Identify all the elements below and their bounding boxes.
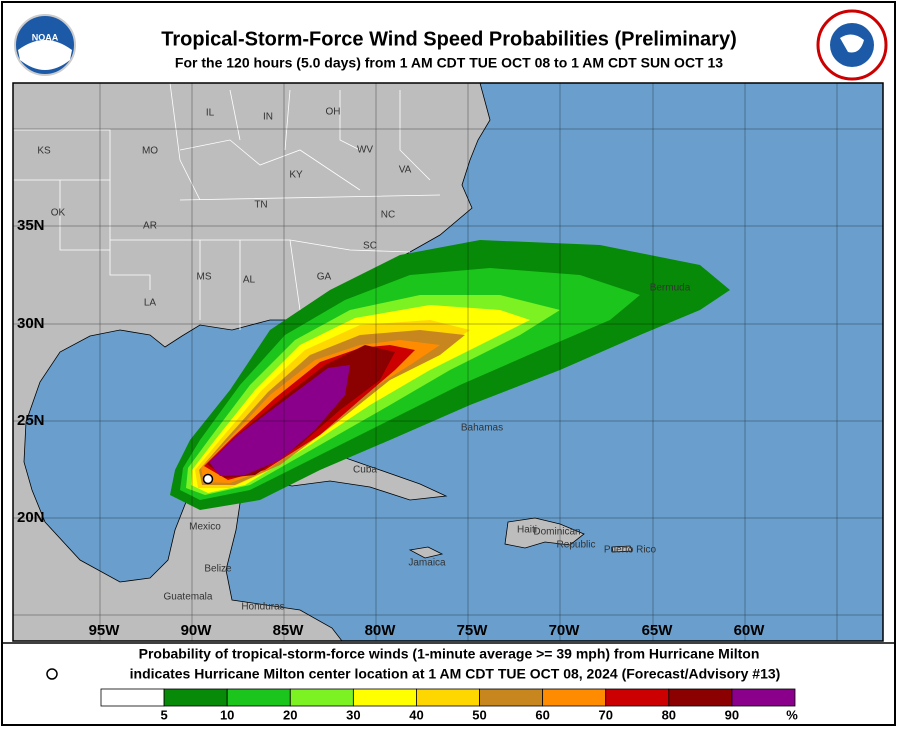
place-label: AR xyxy=(143,221,157,232)
place-label: Mexico xyxy=(189,522,221,533)
legend-tick-label: 60 xyxy=(535,707,549,722)
lon-label: 75W xyxy=(457,622,489,639)
place-label: LA xyxy=(144,298,157,309)
jamaica xyxy=(408,546,444,559)
puerto-rico xyxy=(611,545,633,553)
place-label: KY xyxy=(289,170,303,181)
legend-tick-label: 40 xyxy=(409,707,423,722)
footer-line2: indicates Hurricane Milton center locati… xyxy=(130,666,781,682)
lon-label: 65W xyxy=(642,622,674,639)
place-label: Jamaica xyxy=(408,558,446,569)
legend-swatch xyxy=(416,688,480,707)
legend-swatch xyxy=(289,688,354,707)
legend-swatch xyxy=(352,688,417,707)
lat-label: 25N xyxy=(17,412,45,429)
place-label: Haiti xyxy=(517,525,537,536)
legend-swatch xyxy=(163,688,228,707)
legend-unit: % xyxy=(786,707,798,722)
place-label: IN xyxy=(263,112,273,123)
place-label: NC xyxy=(381,210,395,221)
lon-label: 80W xyxy=(365,622,397,639)
place-label: IL xyxy=(206,108,215,119)
place-label: TN xyxy=(254,200,267,211)
place-label: SC xyxy=(363,241,377,252)
place-label: Cuba xyxy=(353,465,377,476)
legend-swatch xyxy=(542,688,607,707)
map: KS MO IL IN OH WV VA KY TN NC SC GA AL MS AR LA OK Bermud… xyxy=(13,83,883,641)
place-label: Puerto Rico xyxy=(604,545,657,556)
legend: 5 10 20 30 40 50 60 70 80 90% xyxy=(100,688,798,722)
lat-label: 30N xyxy=(17,315,45,332)
place-label: Honduras xyxy=(241,602,284,613)
place-label: OH xyxy=(326,107,341,118)
graticule xyxy=(13,83,883,641)
subtitle: For the 120 hours (5.0 days) from 1 AM C… xyxy=(175,55,723,71)
lon-label: 85W xyxy=(273,622,305,639)
place-label: Republic xyxy=(557,540,596,551)
place-label: MO xyxy=(142,146,158,157)
place-label: MS xyxy=(197,272,212,283)
legend-marker xyxy=(46,668,58,680)
lon-label: 95W xyxy=(89,622,121,639)
title: Tropical-Storm-Force Wind Speed Probabil… xyxy=(161,28,737,50)
place-label: Guatemala xyxy=(164,592,213,603)
legend-swatch xyxy=(668,688,733,707)
place-label: WV xyxy=(357,145,373,156)
center-marker xyxy=(202,473,214,485)
swath xyxy=(170,240,730,510)
place-label: Bahamas xyxy=(461,423,503,434)
legend-tick-label: 80 xyxy=(662,707,676,722)
legend-tick-label: 50 xyxy=(472,707,486,722)
legend-tick-label: 70 xyxy=(598,707,612,722)
place-label: Bermuda xyxy=(650,283,691,294)
legend-tick-label: 20 xyxy=(283,707,297,722)
place-label: AL xyxy=(243,275,256,286)
hispaniola xyxy=(504,517,585,549)
lon-label: 60W xyxy=(734,622,766,639)
place-label: GA xyxy=(317,272,332,283)
legend-swatch xyxy=(479,688,544,707)
legend-swatch xyxy=(100,688,165,707)
legend-tick-label: 10 xyxy=(220,707,234,722)
svg-text:NOAA: NOAA xyxy=(32,32,59,42)
legend-swatch xyxy=(226,688,291,707)
footer-line1: Probability of tropical-storm-force wind… xyxy=(139,646,760,662)
place-label: KS xyxy=(37,146,51,157)
place-label: OK xyxy=(51,208,66,219)
place-label: Belize xyxy=(204,564,232,575)
lat-label: 20N xyxy=(17,509,45,526)
nws-logo xyxy=(816,9,888,81)
lon-label: 70W xyxy=(549,622,581,639)
noaa-logo: NOAA xyxy=(14,14,76,76)
legend-tick-label: 5 xyxy=(160,707,167,722)
place-label: VA xyxy=(399,165,412,176)
legend-swatch xyxy=(731,688,796,707)
map-border xyxy=(12,82,884,642)
place-label: Dominican xyxy=(533,527,580,538)
lat-label: 35N xyxy=(17,217,45,234)
legend-tick-label: 30 xyxy=(346,707,360,722)
state-borders xyxy=(13,83,441,330)
legend-tick-label: 90 xyxy=(725,707,739,722)
legend-swatch xyxy=(605,688,670,707)
lon-label: 90W xyxy=(181,622,213,639)
